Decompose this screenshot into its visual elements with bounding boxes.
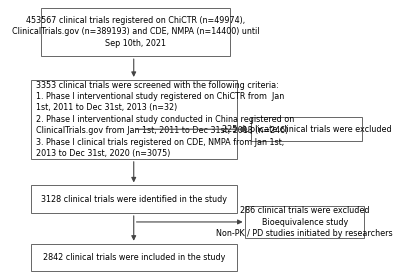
Text: 286 clinical trials were excluded
Bioequivalence study
Non-PK / PD studies initi: 286 clinical trials were excluded Bioequ… [216,206,393,238]
Text: 225 duplicate clinical trials were excluded: 225 duplicate clinical trials were exclu… [222,125,391,134]
FancyBboxPatch shape [41,8,230,56]
FancyBboxPatch shape [251,117,362,141]
FancyBboxPatch shape [30,80,237,159]
FancyBboxPatch shape [30,244,237,271]
FancyBboxPatch shape [30,185,237,213]
Text: 2842 clinical trials were included in the study: 2842 clinical trials were included in th… [42,253,225,262]
Text: 3353 clinical trials were screened with the following criteria:
1. Phase I inter: 3353 clinical trials were screened with … [36,81,294,158]
Text: 3128 clinical trials were identified in the study: 3128 clinical trials were identified in … [41,195,227,204]
FancyBboxPatch shape [246,206,364,238]
Text: 453567 clinical trials registered on ChiCTR (n=49974),
ClinicalTrials.gov (n=389: 453567 clinical trials registered on Chi… [12,16,259,48]
